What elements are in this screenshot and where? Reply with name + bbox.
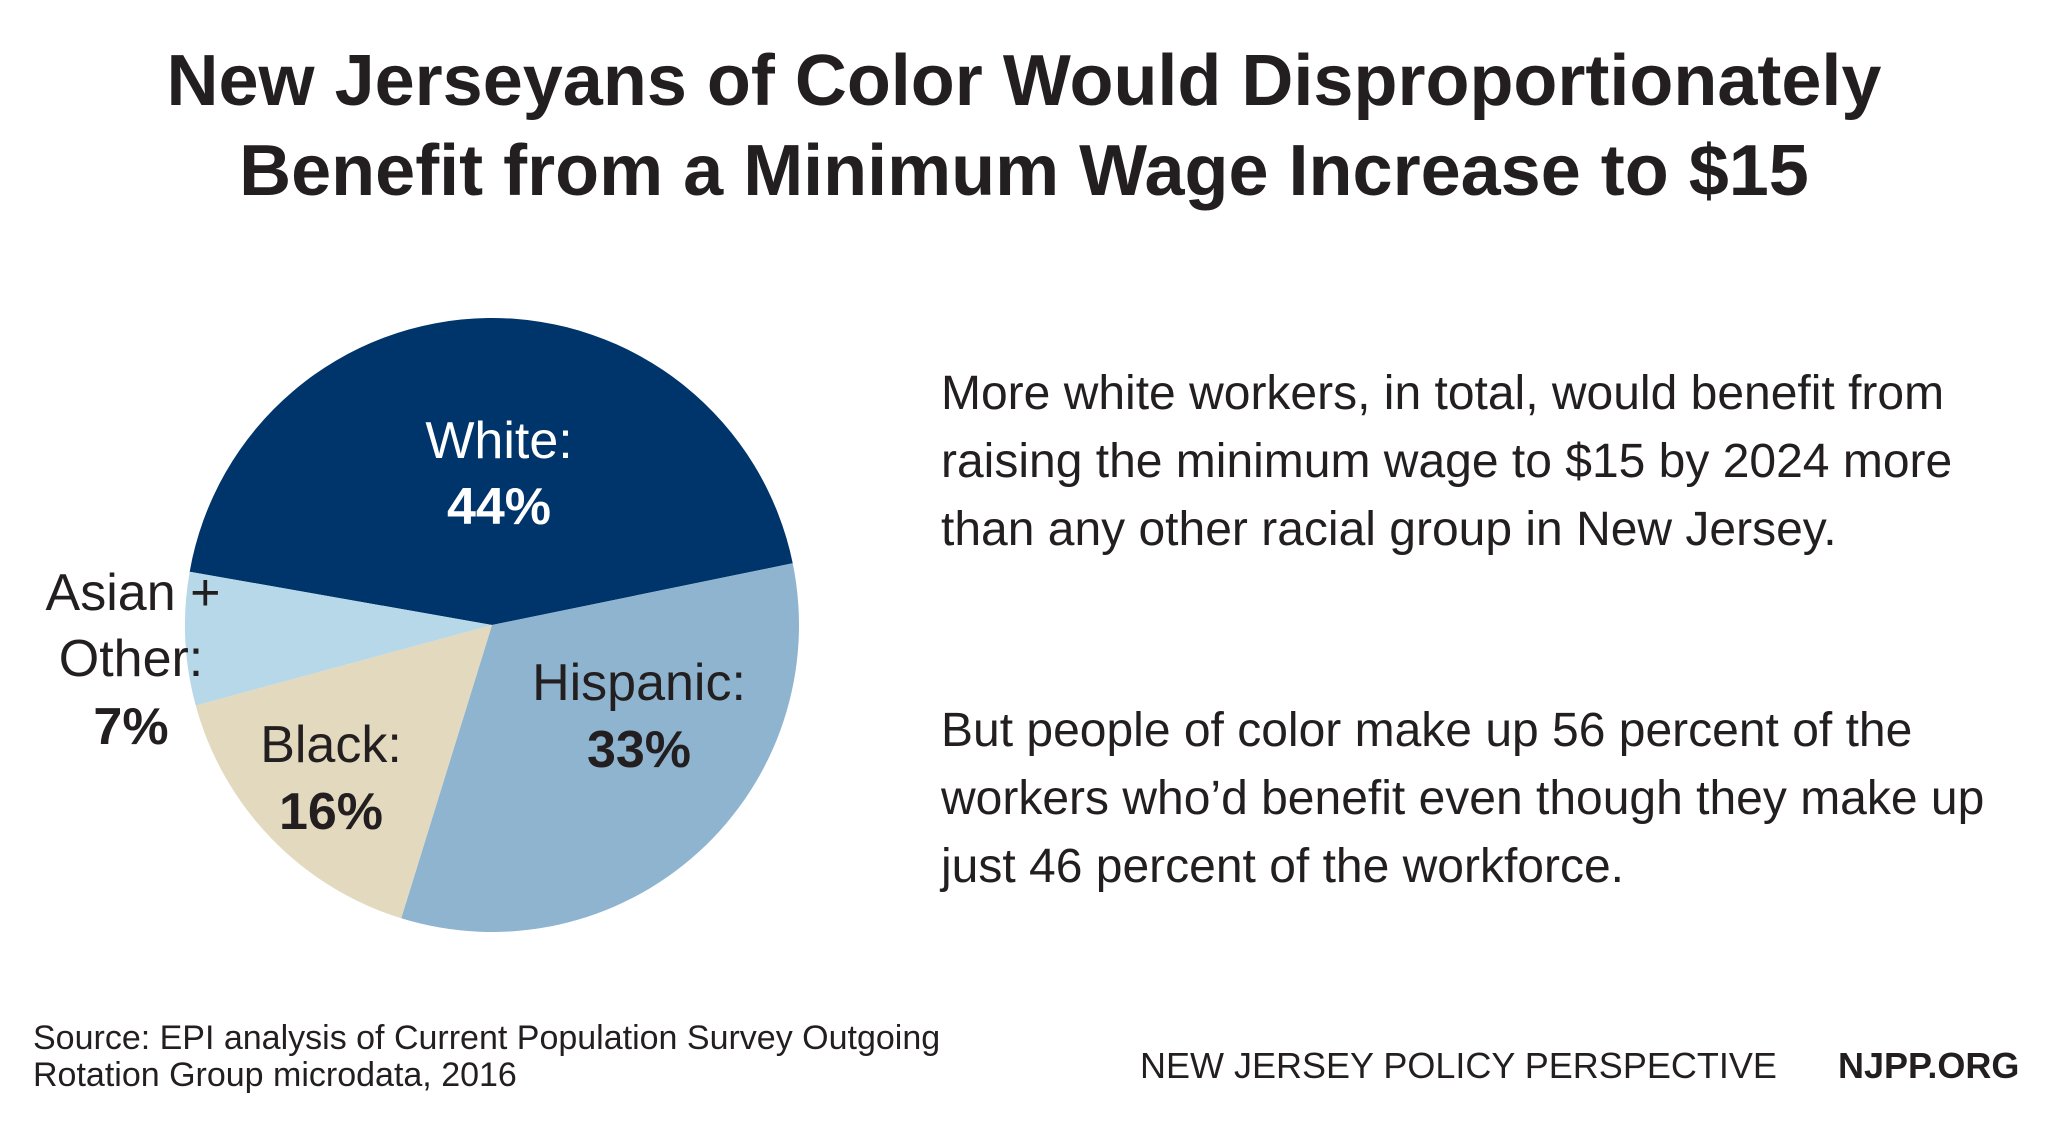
chart-title: New Jerseyans of Color Would Disproporti… [0,36,2048,216]
annotation-paragraph-2: But people of color make up 56 percent o… [941,704,1985,893]
value-black: 16% [279,783,383,841]
org-url: NJPP.ORG [1838,1045,2020,1086]
org-name: NEW JERSEY POLICY PERSPECTIVE [1140,1045,1777,1086]
label-white: White: [425,412,572,470]
annotation-paragraph-1: More white workers, in total, would bene… [941,367,1953,556]
value-hispanic: 33% [587,721,691,779]
label-asian-line2: Other: [59,630,204,688]
pie-slice-black [195,625,492,919]
value-asian: 7% [93,698,168,756]
pie-slice-asian-other [185,571,492,706]
title-line-1: New Jerseyans of Color Would Disproporti… [166,41,1882,121]
pie-slice-white [189,318,793,625]
source-line-2: Rotation Group microdata, 2016 [33,1056,517,1094]
source-line-1: Source: EPI analysis of Current Populati… [33,1019,941,1057]
title-line-2: Benefit from a Minimum Wage Increase to … [239,131,1809,211]
label-hispanic: Hispanic: [532,654,746,712]
value-white: 44% [447,478,551,536]
source-note: Source: EPI analysis of Current Populati… [33,1020,940,1094]
pie-slice-hispanic [401,563,799,932]
label-black: Black: [260,716,402,774]
label-asian-line1: Asian + [46,564,221,622]
